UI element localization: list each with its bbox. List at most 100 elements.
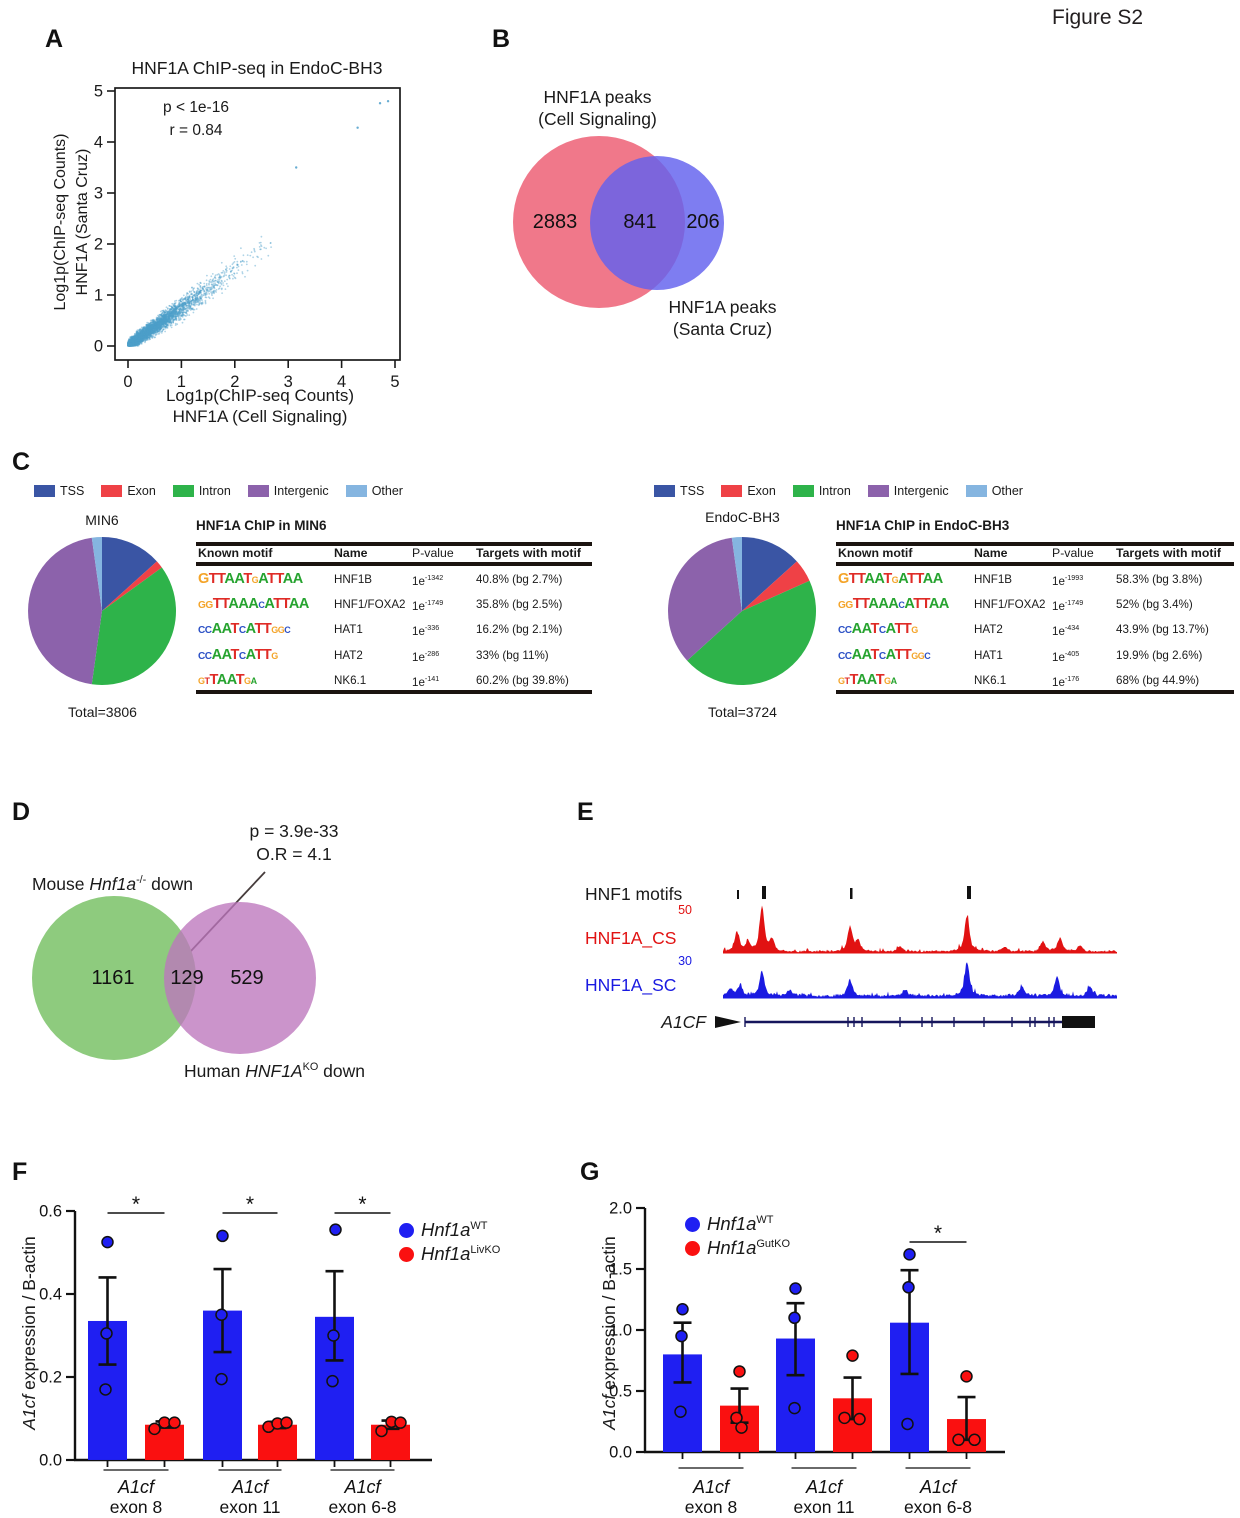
scatter-point	[181, 302, 184, 304]
scatter-point	[164, 313, 167, 316]
scatter-point	[209, 278, 212, 281]
scatter-point	[222, 284, 225, 287]
pie-left-title: MIN6	[85, 512, 119, 528]
scatter-point	[144, 333, 147, 335]
scatter-point	[179, 318, 182, 321]
scatter-point	[132, 336, 135, 338]
scatter-point	[188, 303, 190, 306]
scatter-point	[137, 330, 139, 333]
scatter-point	[127, 342, 130, 345]
scatter-point	[206, 288, 209, 290]
motif-logo: GGTTAAACATTAA	[198, 596, 309, 613]
scatter-point	[149, 329, 152, 332]
scatter-point	[151, 330, 153, 333]
scatter-point	[129, 339, 131, 342]
scatter-point	[148, 328, 151, 330]
scatter-point	[129, 339, 132, 342]
scatter-point	[132, 340, 135, 343]
scatter-point	[138, 340, 141, 342]
scatter-point	[212, 285, 215, 288]
x-tick-label: 5	[390, 373, 399, 391]
sig-star: *	[132, 1193, 140, 1216]
scatter-point	[160, 321, 162, 323]
data-point	[326, 1374, 339, 1388]
scatter-point	[133, 343, 136, 346]
scatter-point	[181, 306, 183, 308]
scatter-point	[142, 338, 144, 341]
scatter-point	[146, 330, 149, 333]
scatter-point	[189, 306, 192, 308]
scatter-point	[166, 315, 169, 318]
scatter-point	[170, 324, 173, 326]
scatter-point	[135, 339, 137, 342]
scatter-point	[133, 341, 136, 344]
scatter-point	[181, 303, 184, 306]
scatter-point	[193, 299, 196, 302]
scatter-point	[206, 288, 209, 291]
scatter-point	[131, 342, 134, 345]
scatter-point	[136, 338, 139, 341]
scatter-point	[133, 344, 135, 347]
scatter-point	[154, 331, 157, 334]
scatter-point	[196, 291, 198, 294]
scatter-point	[135, 342, 137, 345]
scatter-point	[184, 298, 187, 301]
scatter-point	[134, 340, 137, 343]
scatter-point	[193, 304, 195, 307]
scatter-point	[224, 288, 227, 290]
scatter-point	[202, 285, 205, 288]
scatter-point	[169, 312, 172, 315]
scatter-point	[259, 248, 261, 251]
scatter-point	[130, 341, 133, 344]
scatter-point	[135, 341, 138, 343]
scatter-point	[233, 255, 236, 257]
scatter-point	[164, 317, 167, 320]
scatter-point	[179, 317, 182, 319]
scatter-point	[177, 305, 180, 308]
scatter-point	[130, 339, 133, 342]
legend-label: TSS	[60, 484, 85, 498]
motif-pvalue: 1e-141	[412, 673, 440, 689]
legend-item-wt: Hnf1aWT	[399, 1218, 500, 1242]
scatter-point	[190, 293, 193, 296]
scatter-point	[159, 325, 161, 327]
hnf1-motif-tick	[850, 888, 853, 899]
scatter-point	[152, 327, 155, 330]
scatter-ylabel-line1: Log1p(ChIP-seq Counts)	[52, 133, 69, 311]
scatter-point	[129, 343, 132, 345]
scatter-point	[187, 301, 190, 303]
scatter-point	[130, 339, 133, 342]
scatter-point	[133, 341, 136, 344]
scatter-point	[154, 327, 156, 330]
scatter-point	[143, 333, 145, 336]
scatter-point	[145, 328, 148, 331]
scatter-point	[153, 319, 155, 321]
scatter-point	[145, 334, 147, 337]
scatter-point	[170, 311, 172, 313]
scatter-point	[146, 328, 148, 331]
venn-d-left-gene: Hnf1a	[89, 874, 137, 894]
motif-pvalue: 1e-405	[1052, 648, 1080, 664]
legend-label: Intron	[818, 484, 851, 498]
scatter-point	[145, 336, 148, 339]
scatter-point	[237, 265, 240, 268]
scatter-point	[133, 336, 135, 338]
scatter-point	[136, 340, 139, 343]
scatter-point	[128, 338, 131, 341]
scatter-point	[148, 338, 151, 341]
scatter-point	[188, 296, 190, 299]
scatter-point	[149, 333, 151, 336]
scatter-point	[151, 331, 154, 333]
scatter-point	[162, 318, 165, 321]
scatter-point	[146, 325, 149, 327]
scatter-point	[253, 249, 256, 252]
scatter-point	[149, 334, 152, 336]
scatter-point	[145, 328, 148, 331]
scatter-point	[241, 271, 244, 273]
scatter-point	[136, 337, 138, 339]
motif-targets: 33% (bg 11%)	[476, 648, 549, 662]
scatter-point	[129, 342, 132, 344]
scatter-point	[201, 286, 204, 289]
scatter-point	[129, 342, 132, 345]
scatter-point	[199, 285, 202, 288]
